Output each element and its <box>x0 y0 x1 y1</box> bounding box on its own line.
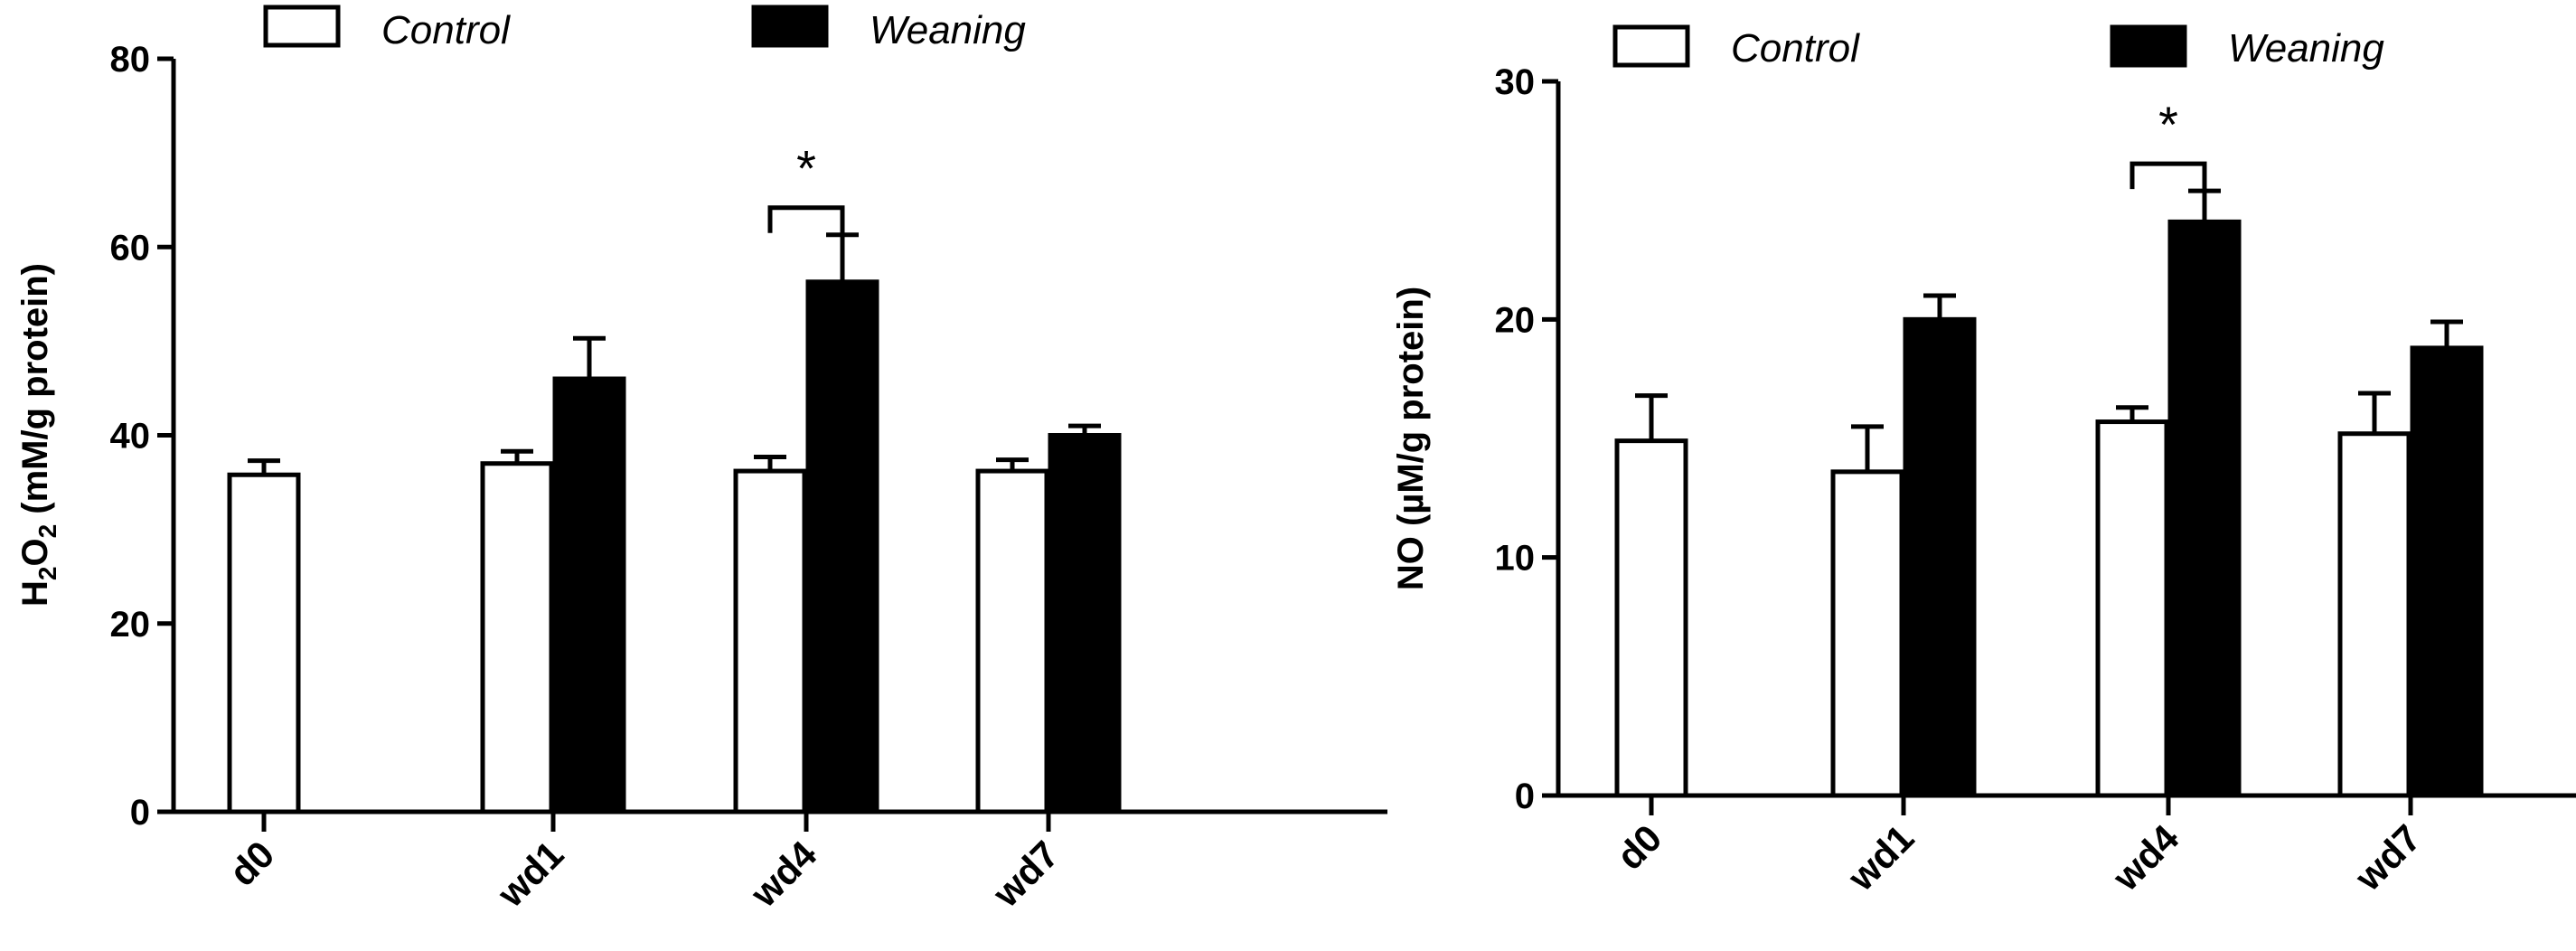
bar-control-d0 <box>227 472 301 814</box>
y-tick-label: 0 <box>1515 777 1535 816</box>
y-axis-label: H2O2 (mM/g protein) <box>15 263 61 607</box>
x-tick-label: wd7 <box>2346 816 2430 899</box>
no-chart-panel: 0 10 20 30 NO (µM/g protein) d0 wd1 wd4 wd7 * Cont… <box>1391 24 2576 899</box>
x-tick-label: wd4 <box>742 833 825 916</box>
bar-control-wd1 <box>480 461 554 814</box>
y-axis-label: NO (µM/g protein) <box>1391 287 1431 590</box>
bar-control-wd1 <box>1830 469 1904 798</box>
legend-swatch-control <box>1612 24 1690 68</box>
bar-control-d0 <box>1614 438 1688 798</box>
significance-bracket <box>2129 161 2207 190</box>
legend-swatch-weaning <box>2110 24 2187 68</box>
significance-star: * <box>796 140 816 197</box>
x-tick-label: d0 <box>1608 816 1669 878</box>
bar-weaning-wd4 <box>805 279 879 814</box>
bar-control-wd7 <box>975 468 1049 814</box>
bar-control-wd7 <box>2337 431 2411 798</box>
x-tick-label: wd1 <box>489 833 572 916</box>
x-tick-label: wd4 <box>2104 816 2187 899</box>
bar-weaning-wd4 <box>2167 219 2242 798</box>
bar-weaning-wd7 <box>2410 345 2484 798</box>
bar-control-wd4 <box>733 468 807 814</box>
x-tick-label: wd1 <box>1839 816 1923 899</box>
y-tick-label: 20 <box>110 605 151 645</box>
significance-bracket <box>767 205 845 233</box>
bar-weaning-wd7 <box>1048 433 1122 814</box>
legend-label-control: Control <box>381 8 511 52</box>
x-tick-label: wd7 <box>984 833 1067 916</box>
y-tick-label: 60 <box>110 228 151 268</box>
significance-star: * <box>2158 96 2178 153</box>
y-tick-label: 30 <box>1495 62 1536 102</box>
legend-label-weaning: Weaning <box>870 8 1026 52</box>
legend-label-control: Control <box>1731 26 1860 71</box>
bar-control-wd4 <box>2095 419 2169 798</box>
legend-label-weaning: Weaning <box>2228 26 2384 71</box>
bar-weaning-wd1 <box>552 376 626 814</box>
y-tick-label: 10 <box>1495 539 1536 579</box>
y-tick-label: 20 <box>1495 300 1536 340</box>
h2o2-chart-panel: 0 20 40 60 80 H2O2 (mM/g protein) d0 wd1 wd4 wd7 *… <box>15 5 1387 916</box>
y-tick-label: 40 <box>110 417 151 457</box>
legend-swatch-control <box>263 5 341 48</box>
x-tick-label: d0 <box>221 833 282 894</box>
y-tick-label: 80 <box>110 40 151 80</box>
legend-swatch-weaning <box>751 5 829 48</box>
y-tick-label: 0 <box>130 793 150 833</box>
bar-weaning-wd1 <box>1903 316 1977 798</box>
